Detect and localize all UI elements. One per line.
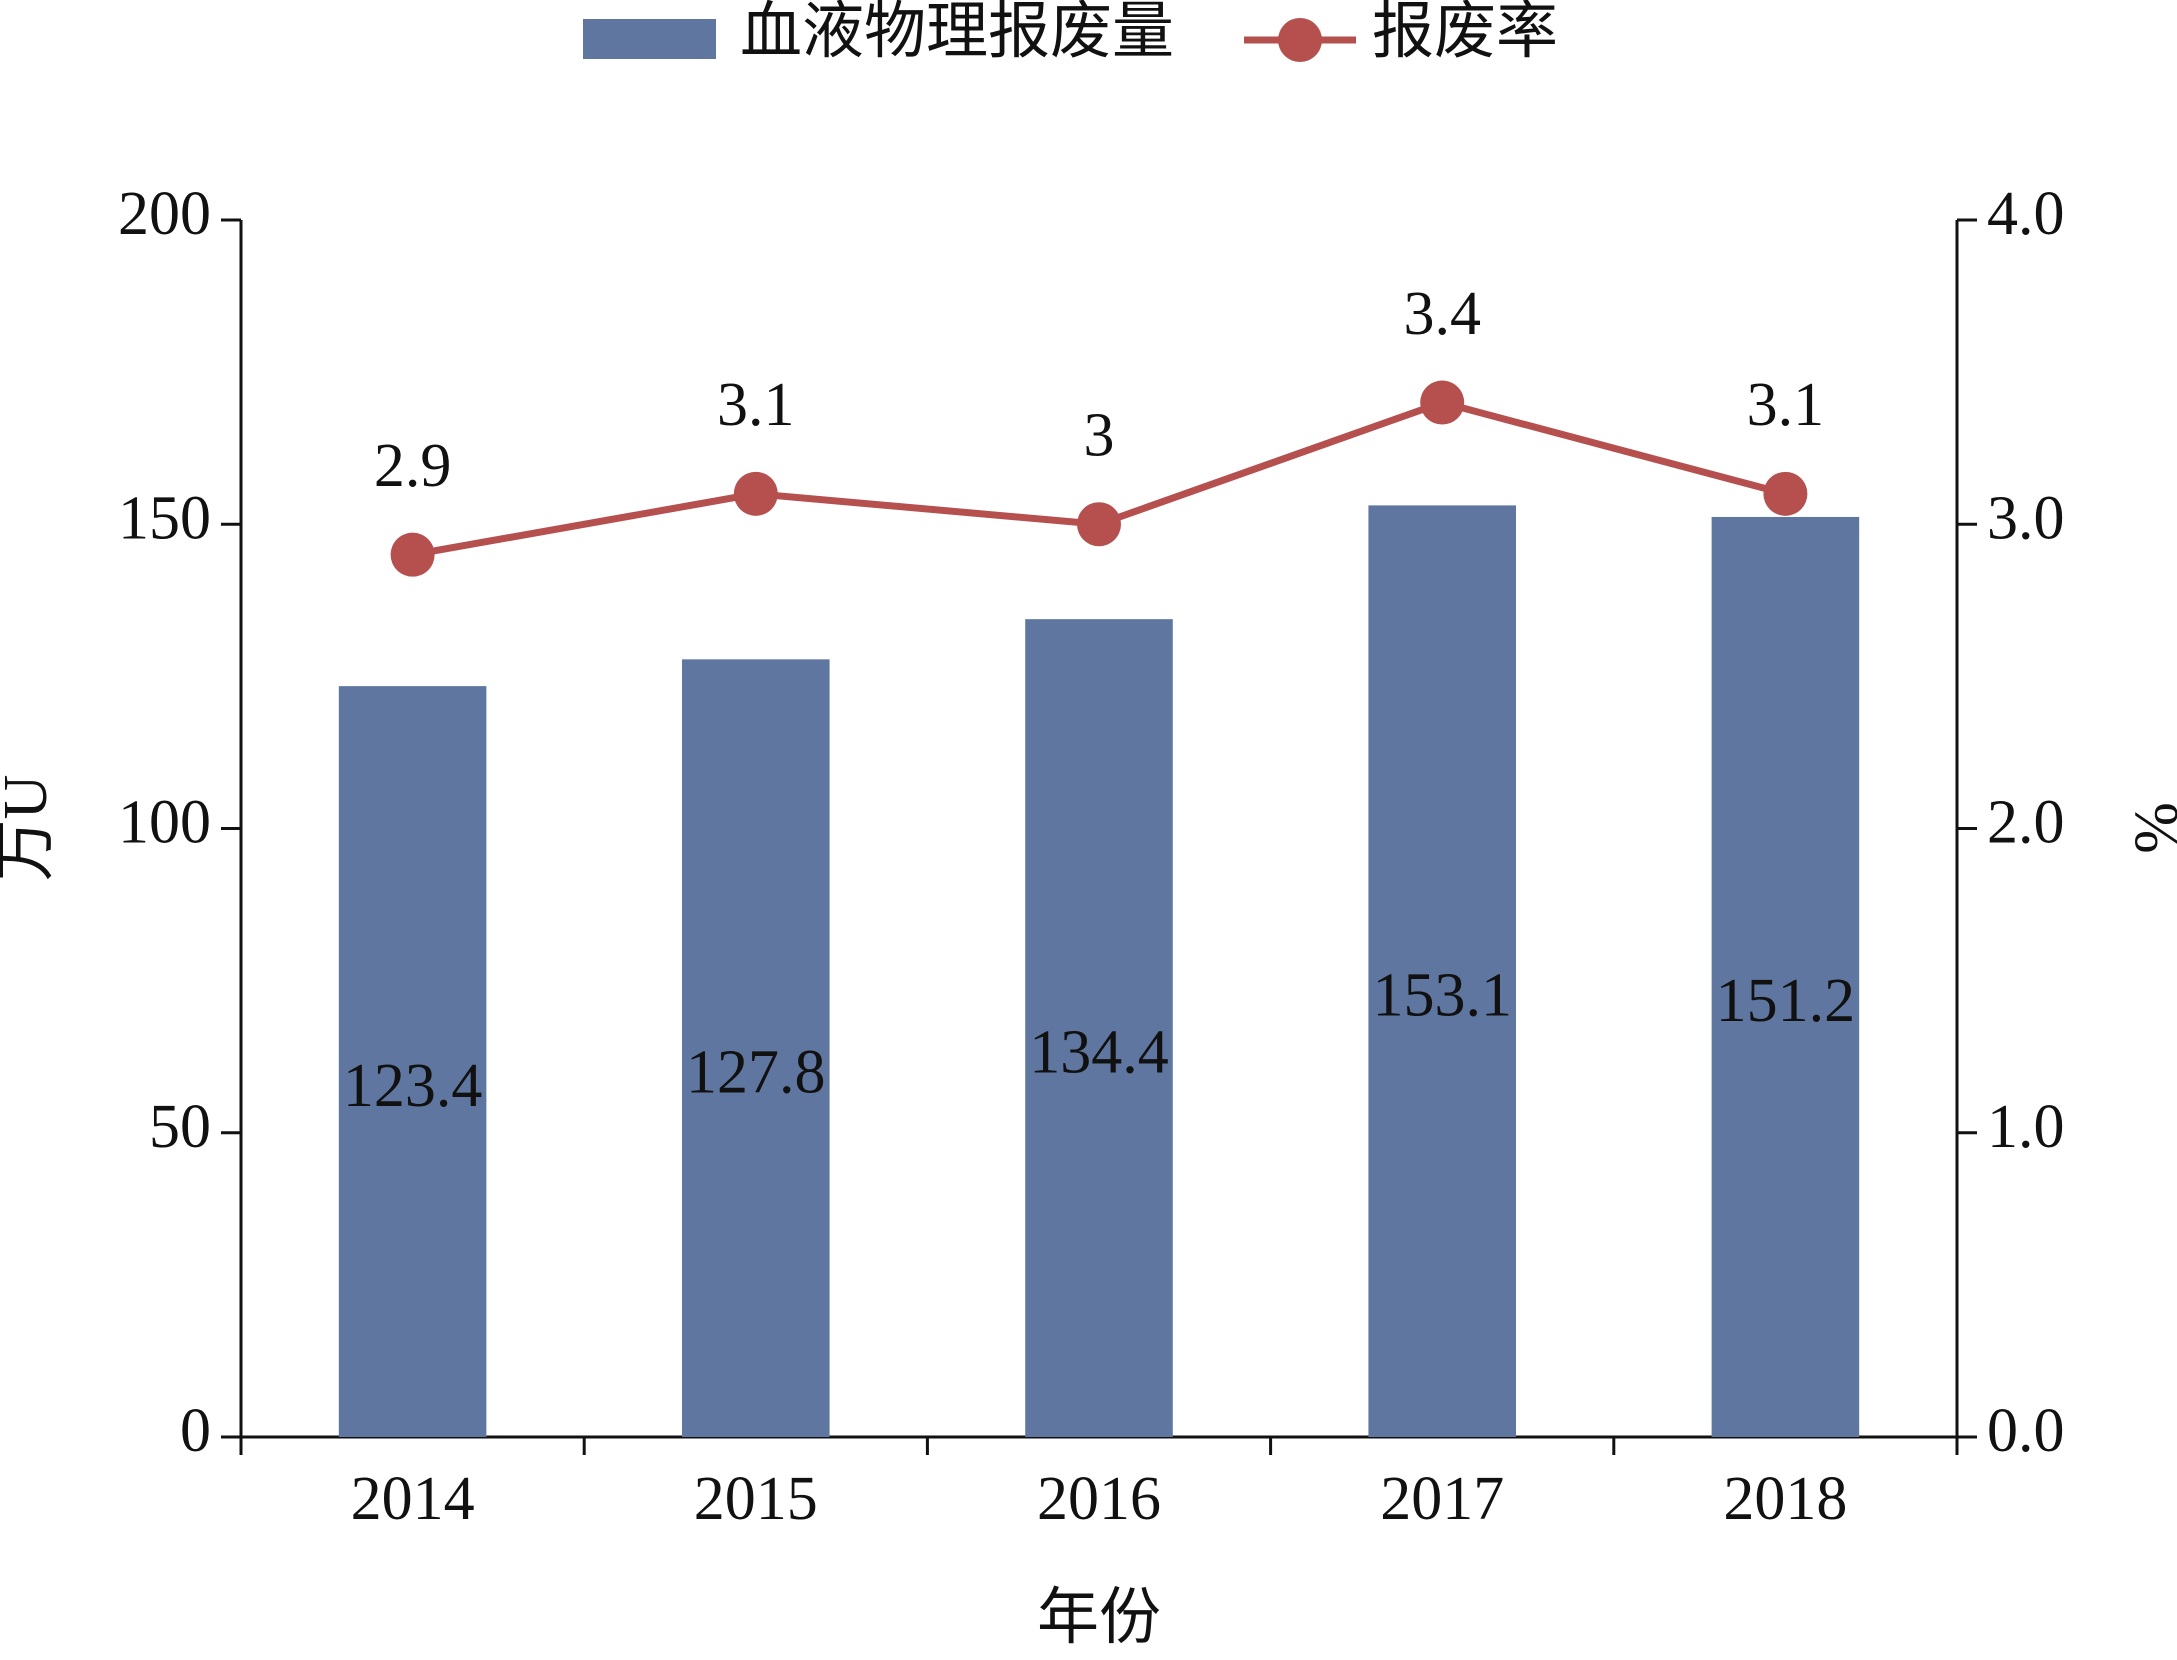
- y2-tick-label: 4.0: [1987, 180, 2065, 248]
- line-value-label: 2.9: [374, 432, 452, 500]
- y2-tick-label: 3.0: [1987, 484, 2065, 552]
- x-tick-label: 2017: [1380, 1465, 1504, 1533]
- x-tick-label: 2015: [694, 1465, 818, 1533]
- line-marker: [1420, 380, 1465, 425]
- y-tick-label: 100: [118, 789, 211, 857]
- line-value-label: 3.1: [717, 371, 795, 439]
- legend-label: 报废率: [1372, 0, 1558, 66]
- x-tick-label: 2014: [351, 1465, 475, 1533]
- line-value-label: 3.1: [1747, 371, 1825, 439]
- bar: [338, 686, 487, 1437]
- bar: [1368, 505, 1516, 1438]
- y-tick-label: 150: [118, 484, 211, 552]
- line-marker: [1763, 471, 1808, 516]
- line-marker: [733, 471, 778, 516]
- y-tick-label: 0: [180, 1397, 211, 1465]
- x-axis-label: 年份: [1037, 1584, 1161, 1652]
- y2-tick-label: 2.0: [1987, 789, 2065, 857]
- bar-value-label: 127.8: [686, 1038, 826, 1106]
- legend-swatch: [583, 19, 716, 59]
- x-tick-label: 2018: [1723, 1465, 1847, 1533]
- x-tick-label: 2016: [1037, 1465, 1161, 1533]
- y2-tick-label: 1.0: [1987, 1093, 2065, 1161]
- bar: [1025, 619, 1173, 1437]
- y-tick-label: 50: [149, 1093, 211, 1161]
- line-marker: [390, 532, 435, 577]
- bar: [1711, 516, 1860, 1437]
- y2-tick-label: 0.0: [1987, 1397, 2065, 1465]
- y-tick-label: 200: [118, 180, 211, 248]
- line-marker: [1077, 502, 1121, 547]
- bar-value-label: 151.2: [1716, 967, 1856, 1035]
- bar: [682, 659, 830, 1437]
- legend-marker: [1278, 18, 1323, 62]
- line-value-label: 3.4: [1403, 280, 1481, 348]
- bar-value-label: 153.1: [1372, 961, 1512, 1029]
- line-value-label: 3: [1084, 401, 1115, 469]
- bar-value-label: 123.4: [343, 1052, 483, 1120]
- y-axis-label: 万U: [0, 775, 60, 882]
- y2-axis-label: %: [2122, 802, 2177, 854]
- bar-value-label: 134.4: [1029, 1018, 1169, 1086]
- legend-label: 血液物理报废量: [740, 0, 1174, 66]
